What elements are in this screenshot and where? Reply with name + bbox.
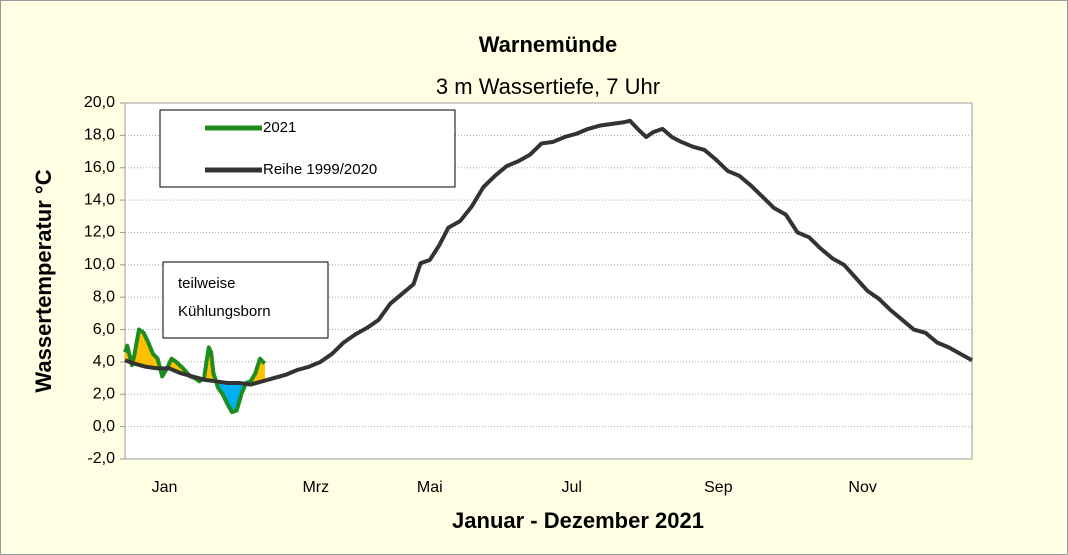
x-axis-label: Januar - Dezember 2021 <box>452 508 704 533</box>
y-tick-label: 12,0 <box>84 224 115 241</box>
y-tick-label: 14,0 <box>84 191 115 208</box>
x-tick-label: Sep <box>704 479 733 496</box>
y-axis-label: Wassertemperatur °C <box>31 169 56 392</box>
y-tick-label: 18,0 <box>84 127 115 144</box>
chart-subtitle: 3 m Wassertiefe, 7 Uhr <box>436 74 660 99</box>
y-tick-label: 0,0 <box>93 418 115 435</box>
x-tick-label: Mrz <box>302 479 329 496</box>
line <box>123 327 267 415</box>
y-tick-label: -2,0 <box>87 450 115 467</box>
y-tick-label: 10,0 <box>84 256 115 273</box>
y-tick-label: 20,0 <box>84 94 115 111</box>
x-tick-label: Jul <box>562 479 582 496</box>
annotation-box <box>162 261 329 339</box>
y-tick-label: 8,0 <box>93 288 115 305</box>
y-tick-label: 4,0 <box>93 353 115 370</box>
chart-title: Warnemünde <box>479 32 618 57</box>
x-tick-label: Nov <box>848 479 876 496</box>
x-tick-label: Mai <box>417 479 443 496</box>
y-tick-label: 2,0 <box>93 385 115 402</box>
legend <box>159 109 456 188</box>
x-tick-label: Jan <box>152 479 178 496</box>
line <box>124 118 973 387</box>
annotation-line: teilweise Kühlungsborn <box>178 275 271 320</box>
y-tick-label: 6,0 <box>93 321 115 338</box>
y-tick-label: 16,0 <box>84 159 115 176</box>
legend-label: Reihe 1999/2020 <box>263 161 377 178</box>
legend-label: 2021 <box>263 119 296 136</box>
